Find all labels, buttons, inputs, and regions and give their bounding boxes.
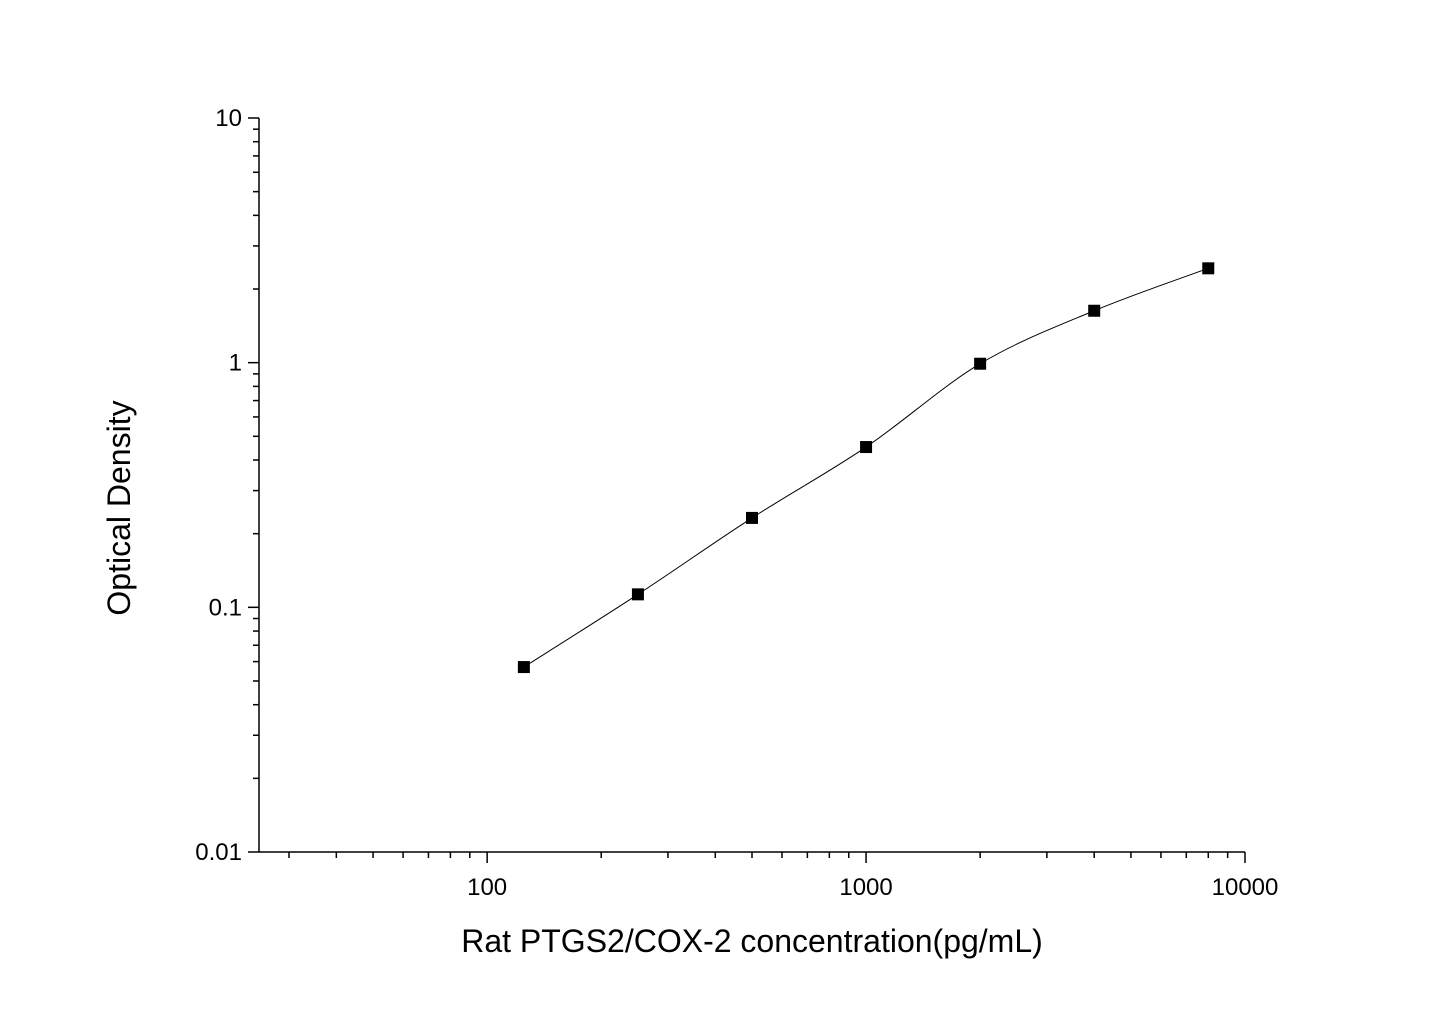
y-tick-label: 10 — [215, 105, 242, 132]
y-tick-label: 1 — [229, 350, 242, 377]
x-tick-label: 10000 — [1212, 874, 1279, 901]
data-point — [1202, 262, 1215, 275]
x-tick-label: 1000 — [839, 874, 892, 901]
x-tick-label: 100 — [467, 874, 507, 901]
y-axis-title: Optical Density — [101, 400, 137, 615]
y-tick-label: 0.1 — [209, 594, 242, 621]
tick-labels: 0.01 0.1 1 10 100 1000 10000 — [195, 105, 1278, 901]
data-point — [746, 511, 758, 524]
fit-curve — [523, 267, 1209, 668]
data-points — [517, 262, 1215, 674]
ticks — [248, 117, 1246, 863]
axes — [258, 118, 1245, 853]
x-axis-title: Rat PTGS2/COX-2 concentration(pg/mL) — [461, 923, 1043, 959]
data-point — [517, 661, 530, 674]
y-tick-label: 0.01 — [195, 839, 242, 866]
data-point — [1088, 304, 1101, 317]
data-point — [631, 588, 644, 601]
data-point — [860, 441, 873, 454]
data-point — [974, 357, 987, 370]
